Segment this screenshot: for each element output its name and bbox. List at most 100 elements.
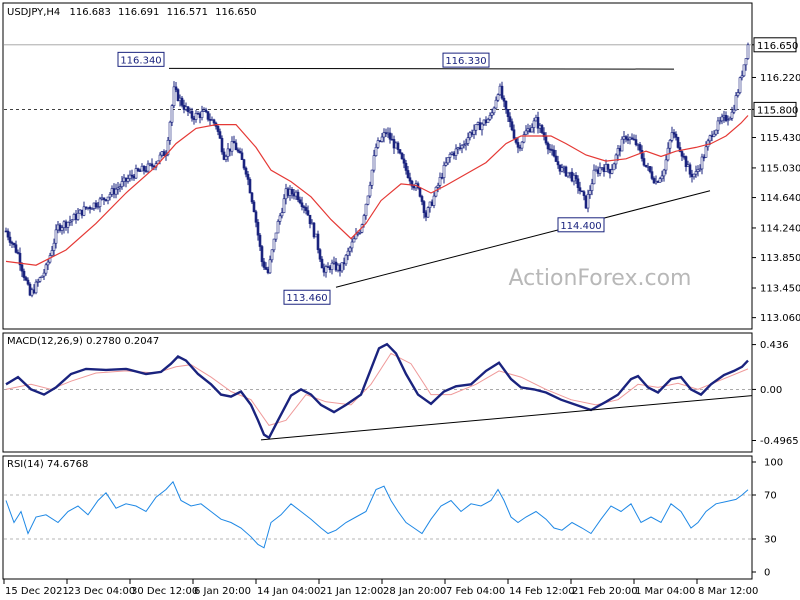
candle [574,172,578,184]
candle-body [212,119,216,124]
candle-body [480,123,484,131]
candle [740,70,744,81]
price-tags: 116.650 115.800 [4,37,798,117]
candle-body [536,117,540,129]
rsi-label: RSI(14) 74.6768 [7,459,88,470]
candle [170,104,174,127]
candle-body [408,177,412,182]
candle [222,148,226,161]
candle [106,196,110,205]
candle [88,205,92,214]
annotation-box [442,52,490,68]
annotation-label: 116.340 [120,55,161,66]
candle-body [542,132,546,137]
candle-body [20,264,24,272]
candle-body [678,147,682,152]
candle-body [720,116,724,122]
time-tick-label: 21 Feb 20:00 [572,586,638,597]
candle [316,230,320,254]
candle-body [34,281,38,294]
candle-body [382,132,386,138]
candle [668,138,672,155]
candle [582,190,586,201]
candle-body [744,58,748,66]
candle [96,202,100,210]
candle-body [92,202,96,209]
candle [380,133,384,143]
candle [466,132,470,147]
candle-body [576,178,580,188]
candle [366,195,370,206]
candle-body [672,132,676,135]
candle-body [564,166,568,177]
annotation-box [117,51,165,67]
price-tick-label: 113.060 [760,313,800,324]
candle-body [426,207,430,218]
candle-body [728,117,732,121]
price-tag-box [753,101,797,117]
candle [66,221,70,234]
candle-body [274,232,278,240]
candle-body [746,44,750,59]
candle [638,141,642,154]
candle-body [508,116,512,122]
candle [688,162,692,178]
candle [522,131,526,144]
candle-body [732,109,736,113]
candle [504,100,508,114]
candle [256,219,260,241]
candle [432,192,436,209]
candle [544,132,548,146]
candle [348,246,352,257]
candle-body [136,168,140,171]
candle [422,200,426,219]
candle-body [52,242,56,251]
rsi-tick-label: 30 [764,535,777,546]
candle-body [298,199,302,204]
candle-body [372,155,376,171]
candle [472,124,476,139]
candle-body [736,92,740,96]
candle-body [522,134,526,143]
candle-body [432,195,436,206]
rsi-tick-label: 70 [764,491,777,502]
candle [598,162,602,177]
candle [26,277,30,286]
candle [542,127,546,141]
candle-body [442,165,446,178]
candle-body [624,136,628,140]
candle [546,141,550,155]
candle [406,166,410,179]
candle [510,118,514,132]
candle [252,199,256,213]
time-tick-label: 15 Dec 2021 [5,586,69,597]
candle-body [178,97,182,101]
support-trendline [335,190,711,288]
candle [38,276,42,283]
candle [730,106,734,121]
candle-body [88,206,92,209]
candle [368,181,372,198]
candle-body [318,249,322,260]
rsi-pane: RSI(14) 74.6768 100 70 30 0 [2,455,783,580]
candle [376,137,380,149]
candle [190,107,194,122]
candle [744,58,748,71]
candle-body [134,168,138,179]
candle-body [192,117,196,120]
candle-body [240,152,244,160]
candle [120,175,124,190]
candle [14,240,18,254]
candle-body [50,250,54,256]
candle-body [44,264,48,274]
candle [146,160,150,174]
candle [176,88,180,102]
candle [312,221,316,239]
candle-body [670,132,674,141]
candle-body [366,195,370,205]
candle [736,89,740,98]
candle-body [512,129,516,139]
candle-body [396,142,400,150]
candle [454,144,458,160]
